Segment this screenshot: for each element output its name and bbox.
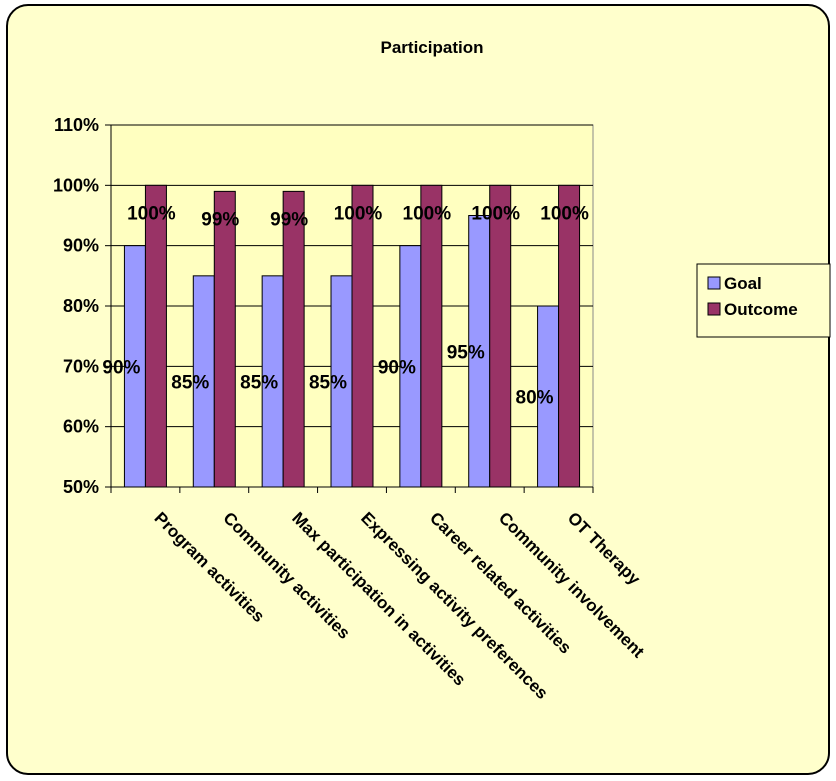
- legend-box: [696, 263, 831, 338]
- goal-data-label: 85%: [240, 372, 278, 393]
- y-tick-label: 80%: [63, 296, 99, 316]
- y-tick-label: 90%: [63, 236, 99, 256]
- goal-data-label: 85%: [309, 372, 347, 393]
- category-label: Career related activities: [426, 508, 575, 657]
- legend-swatch-outcome: [707, 302, 721, 316]
- outcome-bar: [489, 184, 512, 488]
- y-tick-label: 60%: [63, 417, 99, 437]
- goal-data-label: 90%: [102, 357, 140, 378]
- goal-data-label: 80%: [516, 388, 554, 409]
- outcome-data-label: 100%: [471, 203, 520, 224]
- y-tick-label: 100%: [53, 175, 99, 195]
- outcome-bar: [558, 184, 581, 488]
- y-tick-label: 110%: [54, 115, 99, 135]
- y-tick-label: 50%: [63, 477, 99, 497]
- goal-data-label: 95%: [447, 342, 485, 363]
- legend-label-goal: Goal: [724, 274, 762, 293]
- legend-swatch-goal: [707, 276, 721, 290]
- goal-data-label: 90%: [378, 357, 416, 378]
- chart-title: Participation: [381, 38, 484, 57]
- outcome-data-label: 100%: [403, 203, 452, 224]
- outcome-bar: [351, 184, 374, 488]
- outcome-data-label: 99%: [201, 209, 239, 230]
- legend-label-outcome: Outcome: [724, 300, 798, 319]
- outcome-bar: [282, 190, 305, 488]
- outcome-data-label: 99%: [270, 209, 308, 230]
- outcome-bar: [144, 184, 167, 488]
- category-label: Community activities: [219, 508, 353, 642]
- outcome-data-label: 100%: [334, 203, 383, 224]
- category-label: Community involvement: [495, 508, 648, 661]
- goal-data-label: 85%: [171, 372, 209, 393]
- y-tick-label: 70%: [63, 356, 99, 376]
- outcome-bar: [420, 184, 443, 488]
- outcome-data-label: 100%: [540, 203, 589, 224]
- outcome-bar: [213, 190, 236, 488]
- outcome-data-label: 100%: [127, 203, 176, 224]
